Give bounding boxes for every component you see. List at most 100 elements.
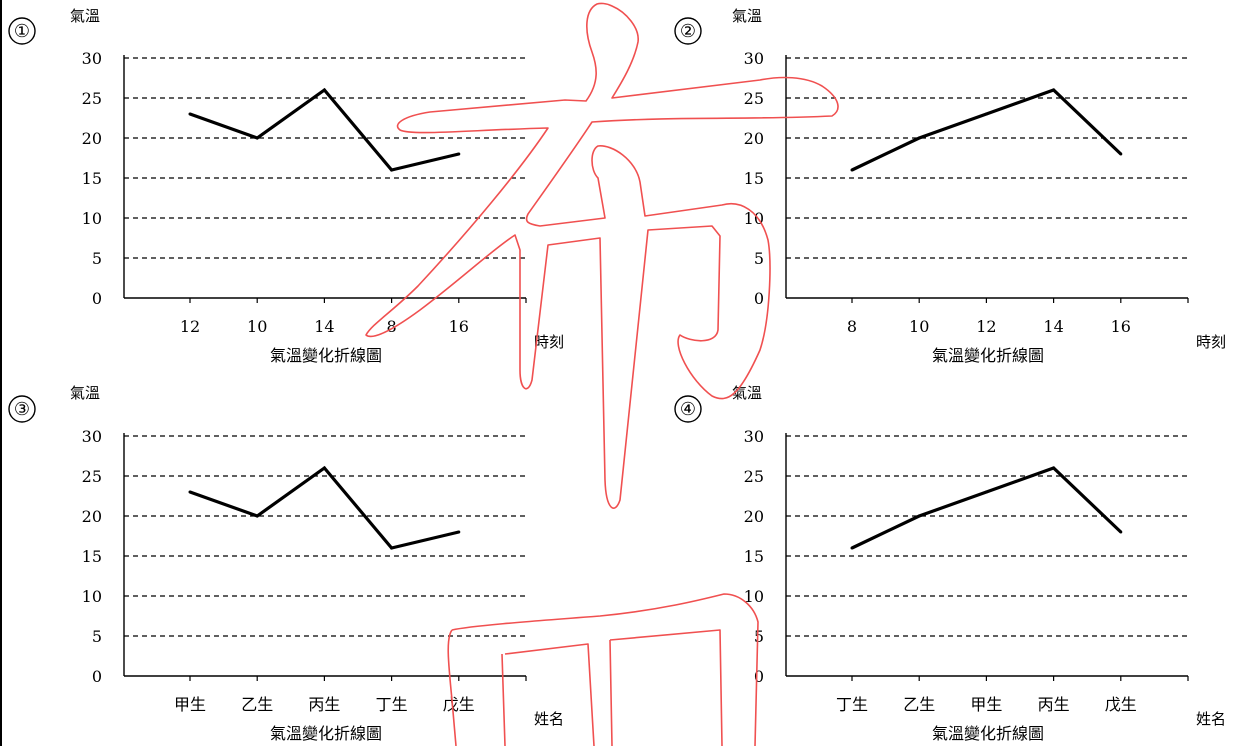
panel-marker-label: ① <box>14 21 30 42</box>
chart-caption: 氣溫變化折線圖 <box>270 346 382 365</box>
data-point-5 <box>457 530 461 534</box>
data-point-4 <box>390 168 394 172</box>
data-point-3 <box>984 112 988 116</box>
series-line-1 <box>851 88 1122 172</box>
x-axis-label: 時刻 <box>1196 333 1226 351</box>
panel-marker-label: ③ <box>14 399 30 420</box>
data-point-5 <box>457 152 461 156</box>
data-point-2 <box>917 136 921 140</box>
x-tick-label-4: 丙生 <box>1038 695 1070 714</box>
data-point-3 <box>984 490 988 494</box>
data-point-4 <box>1052 466 1056 470</box>
y-tick-label-0: 0 <box>92 289 102 308</box>
x-tick-label-5: 16 <box>449 317 469 336</box>
data-point-5 <box>1119 152 1123 156</box>
watermark-glyph-top-icon <box>365 2 839 509</box>
watermark-glyph-bottom-icon <box>447 593 759 747</box>
y-tick-label-10: 10 <box>744 209 764 228</box>
x-tick-label-1: 8 <box>847 317 857 336</box>
page-border-line <box>0 0 2 746</box>
x-tick-label-2: 10 <box>909 317 929 336</box>
x-tick-label-5: 戊生 <box>1105 695 1137 714</box>
data-point-4 <box>1052 88 1056 92</box>
x-tick-label-2: 乙生 <box>241 695 273 714</box>
x-tick-label-1: 12 <box>180 317 200 336</box>
series-line-1 <box>851 466 1122 550</box>
y-tick-label-25: 25 <box>82 89 102 108</box>
y-tick-label-30: 30 <box>82 427 102 446</box>
x-tick-label-2: 乙生 <box>903 695 935 714</box>
y-tick-label-30: 30 <box>82 49 102 68</box>
data-point-2 <box>255 136 259 140</box>
chart-caption: 氣溫變化折線圖 <box>932 346 1044 365</box>
x-axis-label: 時刻 <box>534 333 564 351</box>
y-tick-label-5: 5 <box>754 627 764 646</box>
x-tick-label-1: 甲生 <box>174 695 206 714</box>
y-tick-label-10: 10 <box>82 209 102 228</box>
chart-caption: 氣溫變化折線圖 <box>270 724 382 743</box>
y-axis-label: 氣溫 <box>732 384 762 402</box>
y-tick-label-0: 0 <box>754 289 764 308</box>
y-tick-label-25: 25 <box>744 467 764 486</box>
watermark-overlay <box>365 2 839 747</box>
x-tick-label-5: 16 <box>1111 317 1131 336</box>
y-tick-label-10: 10 <box>82 587 102 606</box>
y-tick-label-15: 15 <box>744 547 764 566</box>
x-tick-label-3: 12 <box>976 317 996 336</box>
series-line-1 <box>189 465 460 550</box>
data-point-3 <box>322 466 326 470</box>
y-axis-label: 氣溫 <box>70 7 100 25</box>
panel-marker-circle <box>8 395 36 423</box>
series-line-1 <box>189 87 460 172</box>
panel-marker-label: ④ <box>680 399 696 420</box>
data-point-1 <box>188 112 192 116</box>
y-tick-label-20: 20 <box>744 507 764 526</box>
x-axis-label: 姓名 <box>534 710 564 728</box>
y-tick-label-0: 0 <box>92 667 102 686</box>
data-point-3 <box>322 88 326 92</box>
x-axis-label: 姓名 <box>1196 710 1226 728</box>
data-point-1 <box>850 546 854 550</box>
data-point-1 <box>850 168 854 172</box>
y-tick-label-25: 25 <box>82 467 102 486</box>
x-tick-label-4: 14 <box>1043 317 1063 336</box>
panel-marker-label: ② <box>680 21 696 42</box>
x-tick-label-2: 10 <box>247 317 267 336</box>
x-tick-label-3: 14 <box>314 317 334 336</box>
y-tick-label-15: 15 <box>744 169 764 188</box>
data-point-4 <box>390 546 394 550</box>
y-tick-label-15: 15 <box>82 547 102 566</box>
y-tick-label-30: 30 <box>744 49 764 68</box>
panel-marker-circle <box>674 395 702 423</box>
chart-caption: 氣溫變化折線圖 <box>932 724 1044 743</box>
panel-marker-circle <box>8 17 36 45</box>
x-tick-label-3: 甲生 <box>970 695 1002 714</box>
y-tick-label-5: 5 <box>92 249 102 268</box>
y-axis-label: 氣溫 <box>732 7 762 25</box>
data-point-2 <box>917 514 921 518</box>
y-tick-label-20: 20 <box>82 507 102 526</box>
data-point-1 <box>188 490 192 494</box>
x-tick-label-4: 8 <box>387 317 397 336</box>
data-point-5 <box>1119 530 1123 534</box>
x-tick-label-1: 丁生 <box>836 695 868 714</box>
data-point-2 <box>255 514 259 518</box>
y-axis-label: 氣溫 <box>70 384 100 402</box>
y-tick-label-25: 25 <box>744 89 764 108</box>
x-tick-label-4: 丁生 <box>376 695 408 714</box>
x-tick-label-3: 丙生 <box>308 695 340 714</box>
y-tick-label-30: 30 <box>744 427 764 446</box>
y-tick-label-10: 10 <box>744 587 764 606</box>
y-tick-label-5: 5 <box>92 627 102 646</box>
y-tick-label-20: 20 <box>82 129 102 148</box>
panel-marker-circle <box>674 17 702 45</box>
y-tick-label-20: 20 <box>744 129 764 148</box>
y-tick-label-0: 0 <box>754 667 764 686</box>
